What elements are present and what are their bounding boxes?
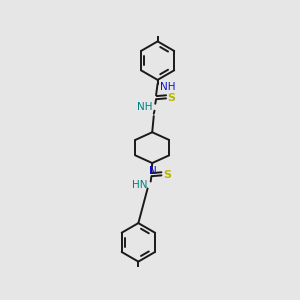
Text: S: S bbox=[163, 169, 171, 180]
Text: N: N bbox=[149, 166, 157, 176]
Text: HN: HN bbox=[132, 180, 148, 190]
Text: NH: NH bbox=[160, 82, 176, 92]
Text: NH: NH bbox=[137, 102, 153, 112]
Text: S: S bbox=[168, 93, 176, 103]
